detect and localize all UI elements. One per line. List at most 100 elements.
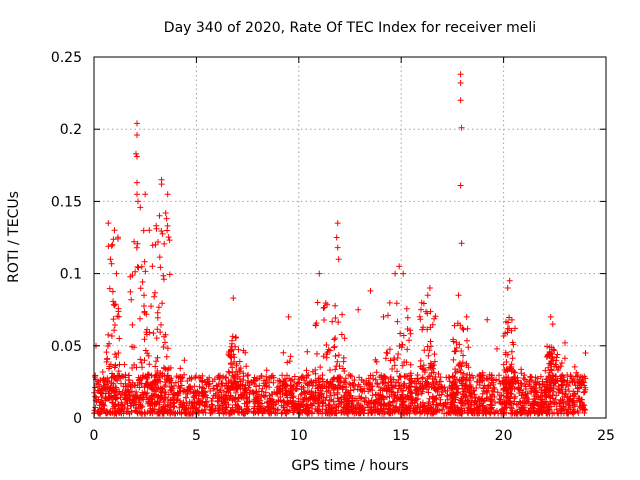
data-point <box>103 358 110 365</box>
data-point <box>321 317 328 323</box>
data-point <box>372 376 379 383</box>
data-point <box>453 386 460 392</box>
data-point <box>456 341 463 348</box>
data-point <box>503 390 510 397</box>
data-point <box>459 382 465 389</box>
data-point <box>268 398 275 405</box>
data-point <box>223 404 229 411</box>
data-point <box>111 322 118 328</box>
data-point <box>546 378 553 385</box>
data-point <box>542 408 549 414</box>
data-point <box>287 397 294 404</box>
data-point <box>137 204 144 211</box>
data-point <box>394 389 401 396</box>
data-point <box>266 379 273 386</box>
data-point <box>541 402 548 409</box>
data-point <box>209 403 216 409</box>
data-point <box>460 326 467 333</box>
data-point <box>225 368 232 375</box>
data-point <box>242 387 248 394</box>
data-point <box>560 374 567 381</box>
data-point <box>335 256 342 263</box>
data-point <box>425 352 432 359</box>
data-point <box>113 270 120 277</box>
data-point <box>430 365 436 372</box>
data-point <box>133 150 139 157</box>
data-point <box>270 406 277 413</box>
data-point <box>544 343 551 350</box>
data-point <box>333 404 340 411</box>
data-point <box>150 386 157 393</box>
data-point <box>550 385 557 391</box>
data-point <box>259 385 266 392</box>
data-point <box>562 391 569 398</box>
data-point <box>578 399 585 406</box>
data-point <box>144 384 151 391</box>
data-point <box>338 399 345 406</box>
data-point <box>161 240 168 247</box>
data-point <box>334 220 341 227</box>
data-point <box>327 390 334 396</box>
data-point <box>553 400 560 407</box>
data-point <box>390 376 397 383</box>
data-point <box>494 389 501 396</box>
data-point <box>539 409 546 415</box>
data-point <box>579 378 586 385</box>
data-point <box>470 388 477 395</box>
data-point <box>386 346 393 353</box>
data-point <box>132 268 139 275</box>
data-point <box>108 242 115 249</box>
data-point <box>484 383 491 390</box>
data-point <box>430 398 437 405</box>
data-point <box>202 391 208 398</box>
data-point <box>328 405 335 412</box>
data-point <box>211 376 218 383</box>
data-point <box>474 378 481 385</box>
data-point <box>468 401 475 408</box>
data-point <box>161 365 168 372</box>
data-point <box>430 369 437 376</box>
data-point <box>346 380 353 387</box>
data-point <box>199 379 206 385</box>
y-tick-label: 0.25 <box>51 50 82 66</box>
data-point <box>460 352 467 359</box>
data-point <box>315 392 322 399</box>
data-point <box>239 392 246 399</box>
data-point <box>503 401 510 408</box>
data-point <box>431 358 438 365</box>
data-point <box>508 316 515 323</box>
data-point <box>319 410 326 417</box>
data-point <box>259 410 266 417</box>
data-point <box>327 367 333 374</box>
data-point <box>314 406 321 412</box>
data-point <box>223 409 230 416</box>
data-point <box>107 256 114 263</box>
data-point <box>337 375 344 382</box>
data-point <box>142 410 149 417</box>
data-point <box>458 240 465 247</box>
data-point <box>523 392 529 399</box>
data-point <box>444 392 450 399</box>
data-point <box>105 331 112 338</box>
data-point <box>219 405 226 412</box>
data-point <box>439 406 446 413</box>
data-point <box>112 351 118 358</box>
data-point <box>387 410 394 417</box>
data-point <box>334 395 341 402</box>
data-point <box>281 390 288 397</box>
data-point <box>343 384 350 391</box>
data-point <box>116 335 123 342</box>
data-point <box>126 372 133 379</box>
data-point <box>104 375 111 382</box>
data-point <box>406 376 413 383</box>
data-point <box>141 357 148 364</box>
data-point <box>243 403 250 410</box>
data-point <box>229 333 236 340</box>
data-point <box>453 344 460 351</box>
data-point <box>566 388 572 395</box>
data-point <box>275 397 282 404</box>
data-point <box>473 406 480 413</box>
data-point <box>358 377 365 384</box>
data-point <box>218 391 225 398</box>
data-point <box>458 348 465 354</box>
